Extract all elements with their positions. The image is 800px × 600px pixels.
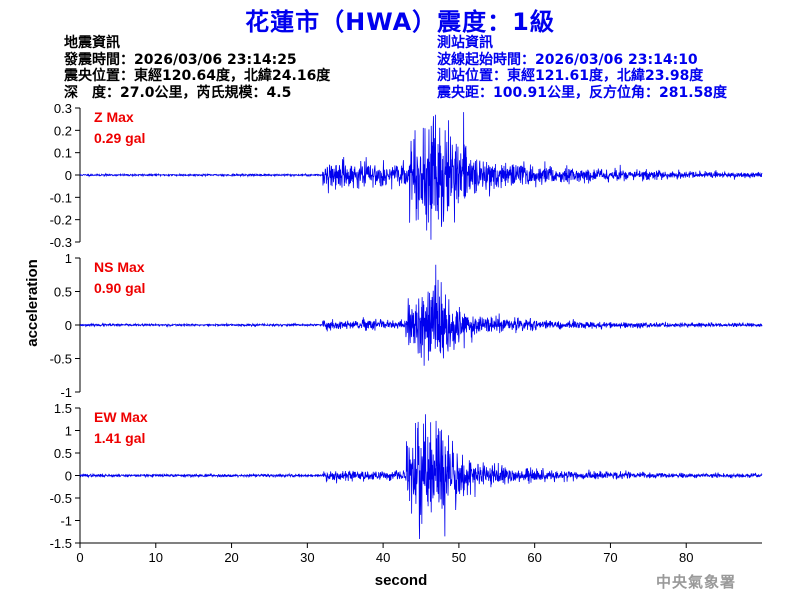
ns-y-tick-label: 1 [65, 251, 72, 266]
z-y-tick-label: 0 [65, 168, 72, 183]
z-y-tick-label: 0.2 [54, 123, 72, 138]
ns-max-label: NS Max [94, 259, 145, 275]
agency-watermark: 中央氣象署 [656, 573, 737, 591]
earthquake-info-heading: 地震資訊 [64, 35, 120, 51]
page-title: 花蓮市（HWA）震度：1級 [245, 8, 555, 36]
x-tick-label: 30 [300, 550, 314, 565]
ew-y-tick-label: -1 [60, 514, 72, 529]
ns-y-tick-label: -1 [60, 385, 72, 400]
z-y-tick-label: 0.3 [54, 101, 72, 116]
ew-y-tick-label: -1.5 [50, 536, 72, 551]
x-tick-label: 80 [679, 550, 693, 565]
epicenter-location: 震央位置：東經120.64度，北緯24.16度 [64, 68, 331, 84]
ew-y-tick-label: 0.5 [54, 446, 72, 461]
depth-magnitude: 深 度：27.0公里，芮氏規模：4.5 [64, 84, 292, 101]
z-y-tick-label: 0.1 [54, 146, 72, 161]
ew-max-value: 1.41 gal [94, 430, 145, 446]
ns-y-tick-label: 0.5 [54, 285, 72, 300]
ew-y-tick-label: 0 [65, 469, 72, 484]
z-y-tick-label: -0.2 [50, 213, 72, 228]
x-tick-label: 70 [603, 550, 617, 565]
ew-max-label: EW Max [94, 409, 148, 425]
ew-y-tick-label: -0.5 [50, 491, 72, 506]
epicentral-distance: 震央距：100.91公里，反方位角：281.58度 [437, 84, 728, 101]
station-location: 測站位置：東經121.61度，北緯23.98度 [437, 68, 704, 84]
x-tick-label: 0 [76, 550, 83, 565]
z-y-tick-label: -0.3 [50, 235, 72, 250]
x-tick-label: 20 [224, 550, 238, 565]
ns-max-value: 0.90 gal [94, 280, 145, 296]
station-info: 測站資訊 波線起始時間：2026/03/06 23:14:10 測站位置：東經1… [437, 35, 727, 101]
x-tick-label: 40 [376, 550, 390, 565]
x-tick-label: 60 [527, 550, 541, 565]
earthquake-info: 地震資訊 發震時間：2026/03/06 23:14:25 震央位置：東經120… [64, 35, 330, 101]
x-tick-label: 50 [452, 550, 466, 565]
station-info-heading: 測站資訊 [437, 35, 493, 51]
x-tick-label: 10 [149, 550, 163, 565]
origin-time: 發震時間：2026/03/06 23:14:25 [64, 51, 297, 68]
z-waveform-trace [79, 112, 763, 240]
ew-y-tick-label: 1.5 [54, 401, 72, 416]
ew-waveform-trace [79, 414, 763, 539]
z-max-value: 0.29 gal [94, 130, 145, 146]
ns-y-tick-label: -0.5 [50, 352, 72, 367]
ns-y-tick-label: 0 [65, 318, 72, 333]
y-axis-label: acceleration [24, 259, 41, 347]
z-y-tick-label: -0.1 [50, 190, 72, 205]
z-max-label: Z Max [94, 109, 134, 125]
ns-waveform-trace [79, 264, 763, 366]
x-axis-label: second [375, 572, 428, 589]
wave-start-time: 波線起始時間：2026/03/06 23:14:10 [437, 51, 698, 68]
ew-y-tick-label: 1 [65, 424, 72, 439]
